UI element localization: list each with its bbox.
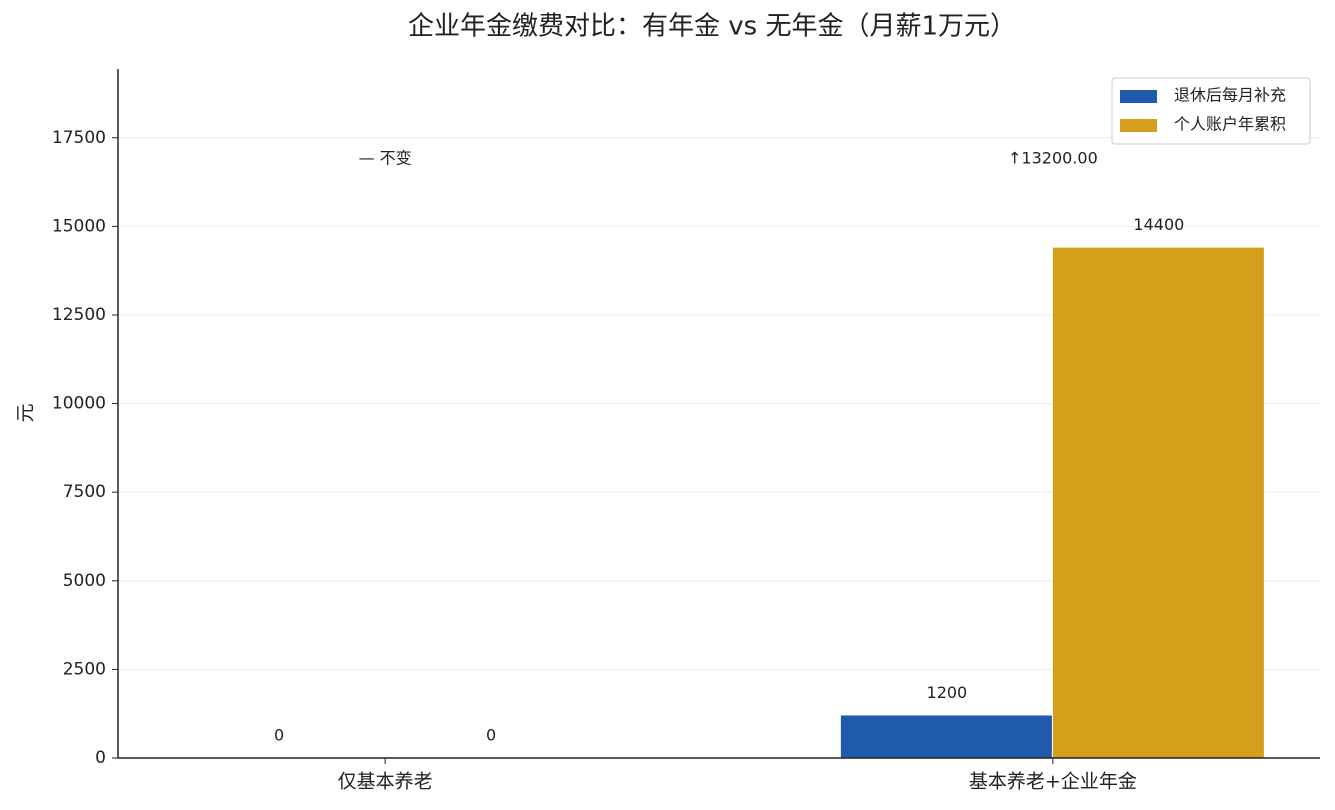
y-tick-label: 0 <box>95 748 106 768</box>
bar <box>840 715 1052 758</box>
value-label: 14400 <box>1133 215 1184 234</box>
value-label: 0 <box>274 726 284 745</box>
value-label: 1200 <box>927 683 968 702</box>
legend-swatch <box>1120 119 1157 132</box>
legend-label: 个人账户年累积 <box>1174 115 1286 134</box>
y-tick-label: 2500 <box>63 659 106 679</box>
x-tick-label: 仅基本养老 <box>338 771 433 793</box>
y-tick-label: 10000 <box>52 394 106 414</box>
legend-box <box>1111 77 1311 145</box>
y-tick-label: 7500 <box>63 482 106 502</box>
y-tick-label: 12500 <box>52 305 106 325</box>
y-tick-label: 5000 <box>63 571 106 591</box>
legend-swatch <box>1120 90 1157 103</box>
value-label: 0 <box>486 726 496 745</box>
bar <box>1052 247 1264 758</box>
y-tick-label: 15000 <box>52 216 106 236</box>
chart-title: 企业年金缴费对比：有年金 vs 无年金（月薪1万元） <box>408 12 1016 42</box>
y-axis-label: 元 <box>15 403 37 422</box>
x-tick-label: 基本养老+企业年金 <box>969 771 1137 793</box>
y-tick-label: 17500 <box>52 128 106 148</box>
annotation: — 不变 <box>359 149 412 168</box>
annotation: ↑13200.00 <box>1008 149 1098 168</box>
legend-label: 退休后每月补充 <box>1174 86 1286 105</box>
